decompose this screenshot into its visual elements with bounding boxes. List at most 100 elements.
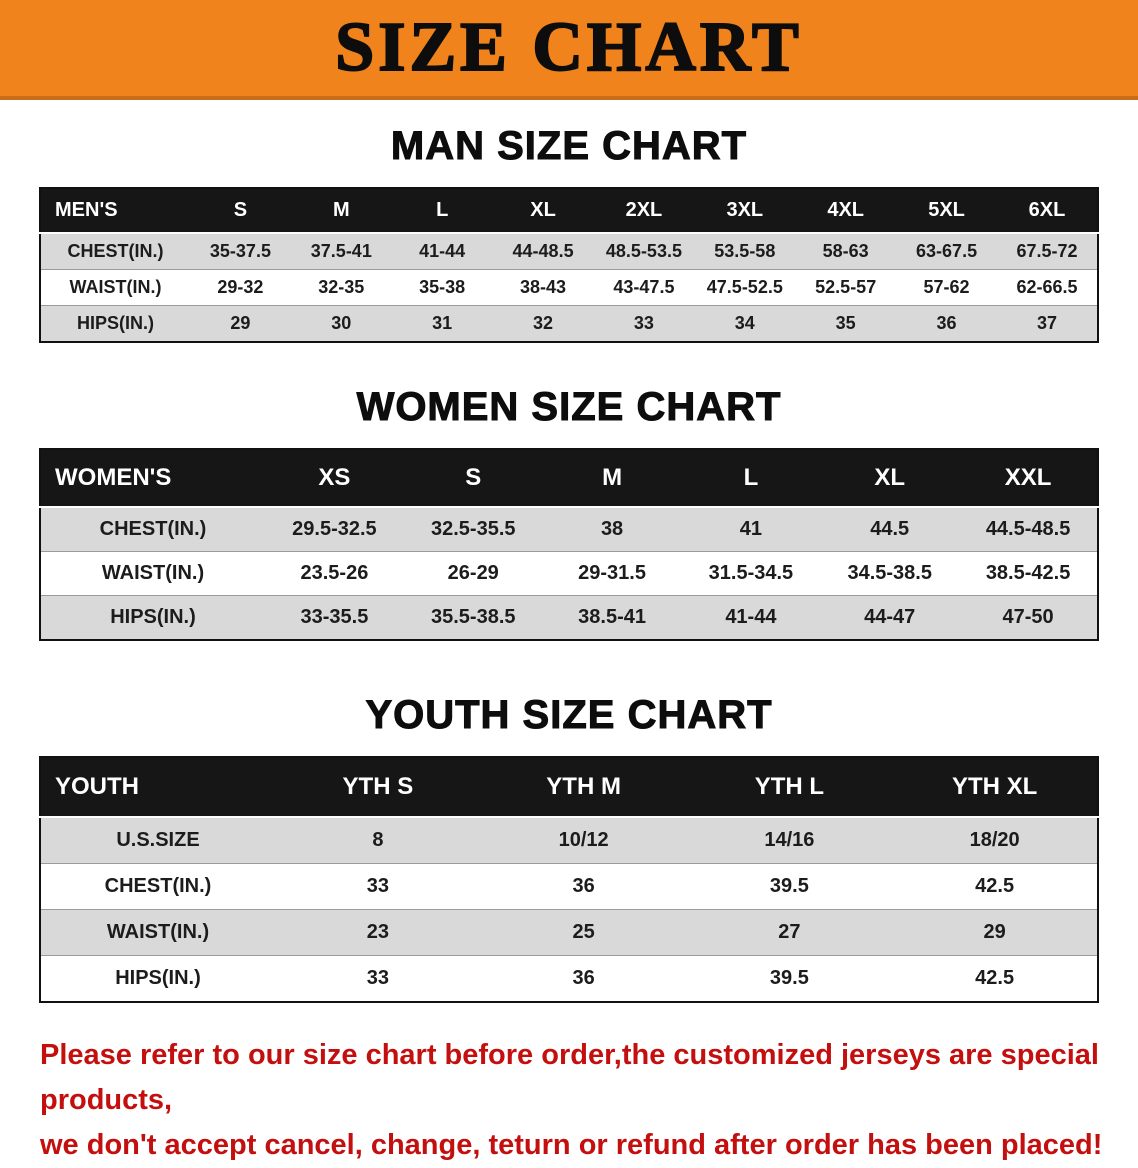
size-value-cell: 26-29	[447, 562, 499, 584]
size-value-cell: 58-63	[822, 241, 869, 261]
size-value-cell: 53.5-58	[714, 241, 776, 261]
disclaimer-note: Please refer to our size chart before or…	[40, 1033, 1138, 1168]
table-row: WAIST(IN.) 23 25 27 29	[40, 909, 1098, 956]
table-row: HIPS(IN.) 33-35.5 35.5-38.5 38.5-41 41-44 44-…	[40, 595, 1098, 640]
size-column-header: 3XL	[694, 188, 796, 234]
size-column-header: M	[290, 188, 392, 234]
size-value-cell: 44-47	[864, 606, 916, 628]
size-value-cell: 32-35	[318, 277, 365, 297]
size-value-cell: 48.5-53.5	[605, 241, 682, 261]
row-label: WAIST(IN.)	[106, 921, 210, 943]
size-value-cell: 8	[372, 829, 384, 851]
size-column-header: YTH S	[275, 757, 481, 818]
youth-section-heading: YOUTH SIZE CHART	[365, 693, 773, 738]
size-chart-content: MAN SIZE CHART MEN'S S M L XL 2XL 3XL 4XL 5XL 6XL…	[0, 124, 1138, 1003]
size-value-cell: 35-38	[419, 277, 466, 297]
table-row: U.S.SIZE 8 10/12 14/16 18/20	[40, 817, 1098, 864]
size-column-header: YTH XL	[892, 757, 1098, 818]
men-size-section: MAN SIZE CHART MEN'S S M L XL 2XL 3XL 4XL 5XL 6XL…	[0, 124, 1138, 343]
size-value-cell: 47.5-52.5	[706, 277, 783, 297]
size-column-header: 6XL	[997, 188, 1098, 234]
size-value-cell: 34	[734, 313, 755, 333]
size-value-cell: 41-44	[725, 606, 777, 628]
row-label: HIPS(IN.)	[76, 313, 154, 333]
size-column-header: 2XL	[593, 188, 695, 234]
youth-size-table: YOUTH YTH S YTH M YTH L YTH XL U.S.SIZE 8 10/12…	[39, 756, 1099, 1003]
size-value-cell: 18/20	[969, 829, 1020, 851]
size-value-cell: 37	[1036, 313, 1058, 333]
size-value-cell: 35	[835, 313, 856, 333]
table-row: CHEST(IN.) 33 36 39.5 42.5	[40, 863, 1098, 910]
table-corner-label: MEN'S	[40, 188, 190, 234]
size-value-cell: 44-48.5	[512, 241, 574, 261]
size-value-cell: 35.5-38.5	[430, 606, 516, 628]
size-column-header: M	[542, 449, 682, 508]
size-column-header: XL	[492, 188, 594, 234]
size-value-cell: 30	[331, 313, 352, 333]
size-value-cell: 42.5	[975, 875, 1015, 897]
size-value-cell: 31.5-34.5	[708, 562, 794, 584]
size-value-cell: 39.5	[769, 875, 809, 897]
size-value-cell: 36	[572, 875, 595, 897]
size-value-cell: 37.5-41	[310, 241, 372, 261]
size-value-cell: 38.5-42.5	[985, 562, 1071, 584]
size-value-cell: 41	[739, 518, 763, 540]
table-corner-label: WOMEN'S	[40, 449, 265, 508]
row-label: CHEST(IN.)	[99, 518, 207, 540]
size-column-header: 5XL	[896, 188, 997, 234]
size-value-cell: 25	[572, 921, 595, 943]
size-value-cell: 35-37.5	[209, 241, 271, 261]
size-value-cell: 34.5-38.5	[847, 562, 932, 584]
size-value-cell: 29-31.5	[578, 562, 646, 584]
size-value-cell: 44.5-48.5	[985, 518, 1071, 540]
size-value-cell: 36	[572, 967, 595, 989]
size-value-cell: 39.5	[769, 967, 809, 989]
size-column-header: XXL	[959, 449, 1098, 508]
row-label: WAIST(IN.)	[69, 277, 162, 297]
size-column-header: YTH L	[686, 757, 893, 818]
disclaimer-line-1: Please refer to our size chart before or…	[40, 1039, 1099, 1116]
size-column-header: L	[391, 188, 493, 234]
row-label: HIPS(IN.)	[110, 606, 196, 628]
table-row: HIPS(IN.) 29 30 31 32 33 34 35 36 37	[40, 305, 1098, 342]
size-value-cell: 33	[366, 875, 389, 897]
size-value-cell: 43-47.5	[613, 277, 675, 297]
size-value-cell: 33-35.5	[300, 606, 369, 628]
men-section-heading: MAN SIZE CHART	[390, 124, 748, 169]
table-row: CHEST(IN.) 29.5-32.5 32.5-35.5 38 41 44.5 44.5…	[40, 507, 1098, 552]
size-value-cell: 62-66.5	[1016, 277, 1078, 297]
size-value-cell: 38	[600, 518, 624, 540]
men-size-table: MEN'S S M L XL 2XL 3XL 4XL 5XL 6XL CHEST(IN.) 35-37…	[39, 187, 1099, 343]
size-value-cell: 36	[936, 313, 957, 333]
size-value-cell: 33	[633, 313, 654, 333]
size-value-cell: 29	[230, 313, 251, 333]
size-column-header: S	[403, 449, 543, 508]
size-value-cell: 38.5-41	[578, 606, 646, 628]
size-value-cell: 10/12	[558, 829, 609, 851]
table-row: WAIST(IN.) 29-32 32-35 35-38 38-43 43-47.5 47.…	[40, 269, 1098, 306]
women-size-section: WOMEN SIZE CHART WOMEN'S XS S M L XL XXL CHEST(…	[0, 385, 1138, 641]
size-column-header: S	[190, 188, 291, 234]
row-label: WAIST(IN.)	[101, 562, 205, 584]
size-column-header: XL	[820, 449, 960, 508]
row-label: HIPS(IN.)	[115, 967, 201, 989]
women-section-heading: WOMEN SIZE CHART	[356, 385, 782, 430]
size-value-cell: 57-62	[923, 277, 970, 297]
size-value-cell: 67.5-72	[1016, 241, 1078, 261]
size-value-cell: 29.5-32.5	[292, 518, 377, 540]
size-value-cell: 44.5	[870, 518, 910, 540]
women-size-table: WOMEN'S XS S M L XL XXL CHEST(IN.) 29.5-32.5 32.5…	[39, 448, 1099, 641]
size-value-cell: 38-43	[520, 277, 567, 297]
size-value-cell: 27	[778, 921, 801, 943]
table-row: HIPS(IN.) 33 36 39.5 42.5	[40, 955, 1098, 1002]
table-header-row: WOMEN'S XS S M L XL XXL	[40, 449, 1098, 508]
size-chart-banner: SIZE CHART	[0, 0, 1138, 100]
table-row: WAIST(IN.) 23.5-26 26-29 29-31.5 31.5-34.5 34…	[40, 551, 1098, 596]
row-label: CHEST(IN.)	[67, 241, 164, 261]
banner-title: SIZE CHART	[334, 8, 803, 87]
size-value-cell: 33	[366, 967, 389, 989]
size-value-cell: 47-50	[1002, 606, 1054, 628]
size-value-cell: 14/16	[764, 829, 815, 851]
size-value-cell: 32	[533, 313, 554, 333]
youth-size-section: YOUTH SIZE CHART YOUTH YTH S YTH M YTH L YTH…	[0, 693, 1138, 1003]
